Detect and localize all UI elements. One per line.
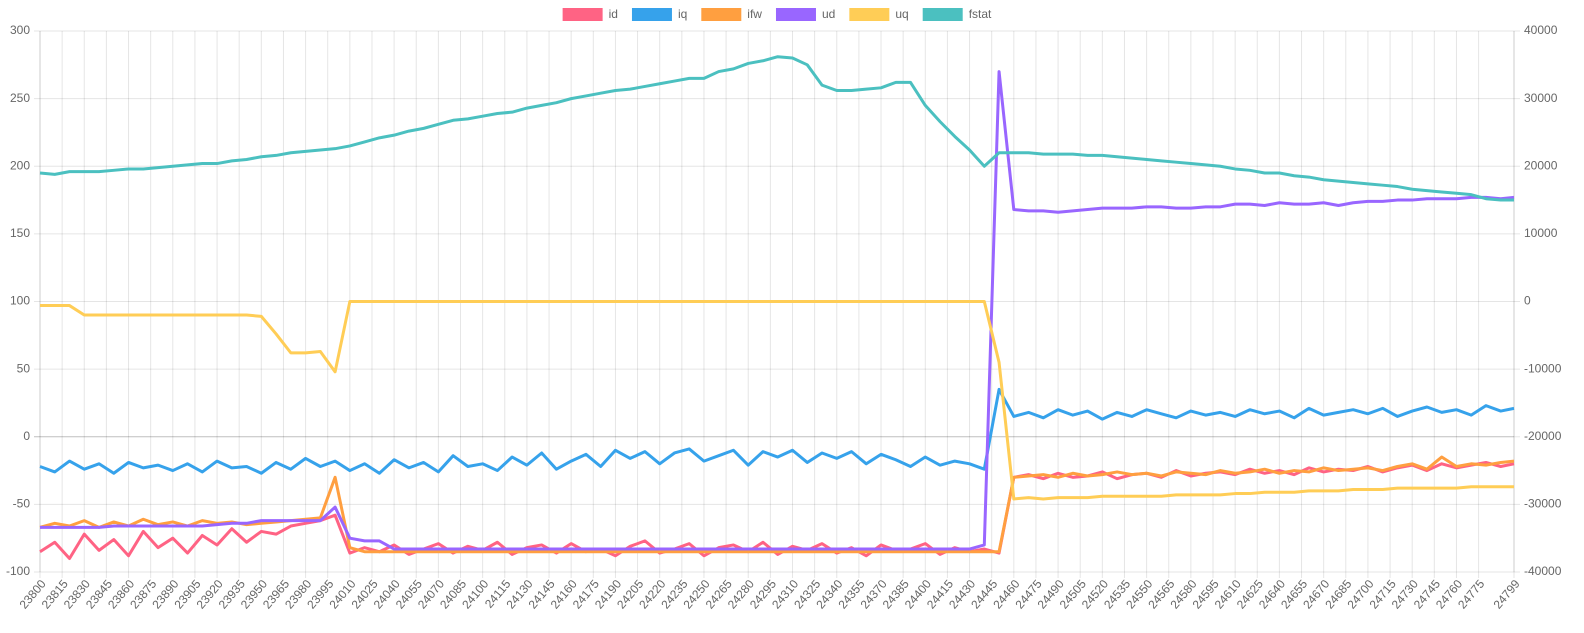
legend-swatch [849,8,890,21]
legend-item: uq [849,7,909,21]
legend-item: ifw [701,7,762,21]
y2-tick-label: 30000 [1524,91,1558,105]
grid [34,30,1520,578]
y-tick-label: -50 [13,497,31,511]
legend-label: fstat [969,7,992,21]
legend: id iq ifw ud uq fstat [562,7,992,21]
y2-tick-label: 20000 [1524,158,1558,172]
y2-tick-label: 10000 [1524,226,1558,240]
legend-item: id [562,7,618,21]
legend-swatch [631,8,672,21]
legend-swatch [922,8,963,21]
y2-tick-label: -10000 [1524,361,1562,375]
legend-label: uq [895,7,908,21]
y2-tick-label: -20000 [1524,429,1562,443]
y2-tick-label: -30000 [1524,497,1562,511]
series-line [40,70,1515,551]
series-line [39,387,1515,475]
legend-label: iq [678,7,687,21]
y-tick-label: 150 [10,226,30,240]
legend-label: ud [822,7,835,21]
legend-item: fstat [922,7,992,21]
y-tick-label: 200 [10,158,30,172]
legend-swatch [701,8,742,21]
y-tick-label: 50 [17,361,31,375]
series-line [39,460,1515,560]
series-line [40,300,1514,501]
legend-swatch [562,8,603,21]
legend-label: id [609,7,618,21]
y-tick-label: 250 [10,91,30,105]
y2-tick-label: 0 [1524,294,1531,308]
legend-item: ud [775,7,835,21]
y-tick-label: 0 [23,429,30,443]
y-tick-label: 300 [10,23,30,37]
legend-swatch [775,8,816,21]
legend-label: ifw [747,7,762,21]
y-tick-label: 100 [10,294,30,308]
legend-item: iq [631,7,687,21]
y-tick-label: -100 [6,564,30,578]
y2-tick-label: -40000 [1524,564,1562,578]
x-tick-label: 24799 [1491,577,1523,612]
series-line [39,55,1514,202]
y2-tick-label: 40000 [1524,23,1558,37]
